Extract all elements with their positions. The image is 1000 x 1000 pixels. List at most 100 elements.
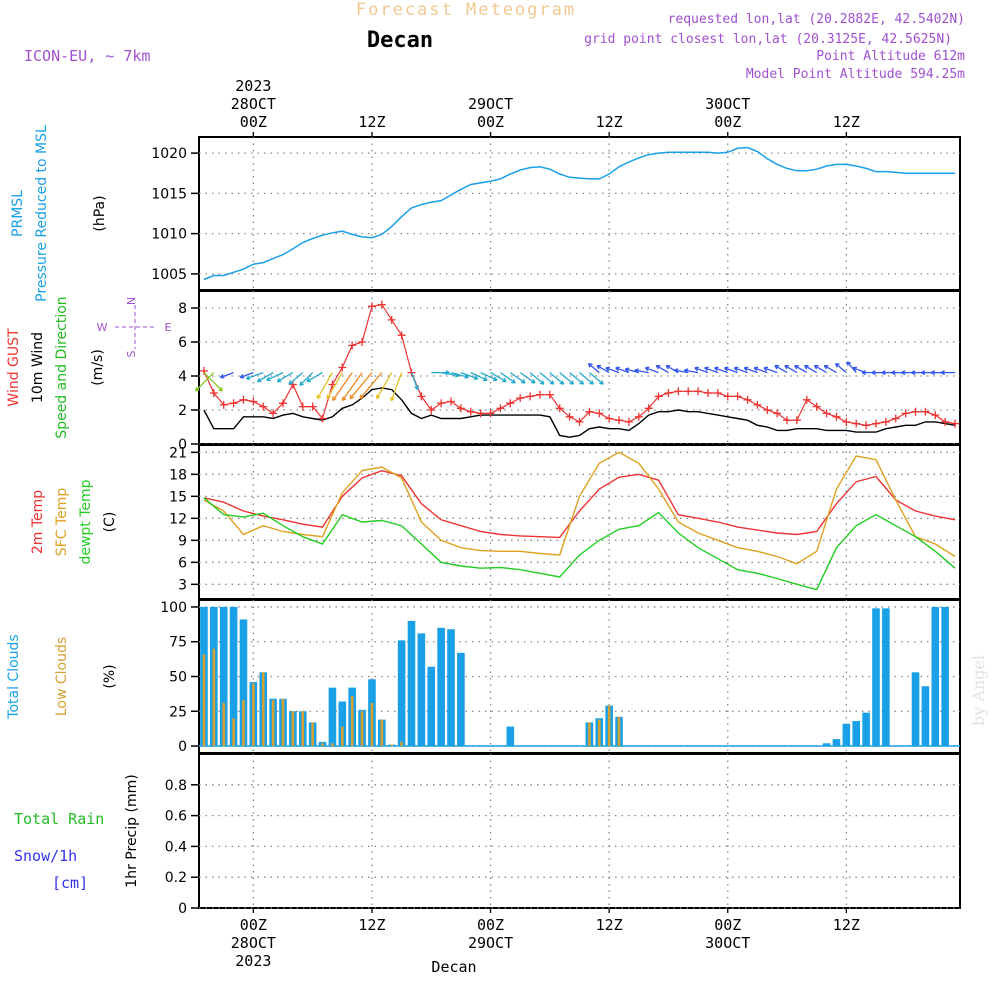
y-tick-label: 2 <box>178 403 187 419</box>
header: Forecast Meteogram Decan ICON-EU, ~ 7km … <box>24 0 988 976</box>
y-tick-label: 25 <box>169 704 187 720</box>
wind-direction-arrow <box>500 372 516 384</box>
gust-marker <box>664 389 673 397</box>
wind-arrow-head <box>473 375 479 381</box>
wind-direction-arrow <box>316 372 333 399</box>
wind-arrow-head <box>683 368 689 374</box>
wind-direction-arrow <box>326 372 343 399</box>
wind-speed-line <box>203 387 956 438</box>
wind-direction-arrow <box>605 367 620 374</box>
total-cloud-bar <box>338 701 347 747</box>
gust-marker <box>506 399 515 408</box>
axis-label: (m/s) <box>90 349 106 386</box>
wind-direction-arrow <box>376 372 393 399</box>
total-cloud-bar <box>931 606 940 747</box>
time-label: 28OCT <box>231 95 276 113</box>
wind-arrow-head <box>376 394 381 400</box>
gust-marker <box>387 315 396 324</box>
low-cloud-bar <box>380 719 384 747</box>
wind-direction-arrow <box>569 372 584 385</box>
gust-marker <box>259 402 268 411</box>
total-cloud-bar <box>427 666 436 747</box>
wind-arrow-head <box>674 368 679 374</box>
y-tick-label: 1010 <box>151 227 187 243</box>
wind-direction-arrow <box>714 367 728 374</box>
axis-label: 2m Temp <box>30 490 46 554</box>
gust-marker <box>743 395 752 404</box>
wind-arrow-head <box>587 362 593 368</box>
wind-direction-arrow <box>359 372 383 400</box>
gust-marker <box>931 411 940 420</box>
wind-arrow-head <box>891 370 896 376</box>
wind-direction-arrow <box>470 372 488 381</box>
wind-arrow-head <box>901 370 906 376</box>
wind-arrow-head <box>539 380 545 385</box>
y-tick-label: 0.2 <box>165 870 187 886</box>
panel-temperature: 3 6 9 12 15 18 21 2m Temp SFC Temp dewpt Temp (C) <box>30 444 961 600</box>
wind-arrow-head <box>306 377 311 383</box>
wind-direction-arrow <box>450 371 469 378</box>
pressure-line <box>203 146 956 281</box>
wind-arrow-head <box>483 376 488 382</box>
gust-marker <box>545 390 554 399</box>
wind-arrow-head <box>326 394 332 400</box>
gust-marker <box>753 400 762 409</box>
time-label: 12Z <box>833 113 860 131</box>
low-cloud-bar <box>271 700 275 747</box>
wind-direction-arrow <box>460 371 479 380</box>
wind-arrow-head <box>930 370 935 376</box>
wind-arrow-head <box>599 380 604 385</box>
wind-arrow-head <box>823 364 829 370</box>
time-label: 00Z <box>240 113 267 131</box>
wind-direction-arrow <box>588 372 604 385</box>
gust-marker <box>348 341 357 350</box>
y-tick-label: 0.4 <box>165 839 187 855</box>
gust-marker <box>842 417 851 426</box>
gust-marker <box>644 404 653 413</box>
wind-arrow-head <box>549 380 555 385</box>
wind-direction-arrow <box>734 367 748 374</box>
low-cloud-bar <box>311 722 314 747</box>
wind-direction-arrow <box>559 372 574 385</box>
y-tick-label: 6 <box>178 555 187 571</box>
gust-marker <box>466 407 475 416</box>
axis-label: dewpt Temp <box>78 479 94 564</box>
gust-marker <box>367 302 376 311</box>
wind-arrow-head <box>694 366 699 372</box>
low-cloud-bar <box>202 654 206 747</box>
time-label: 12Z <box>833 916 860 934</box>
panel-frame <box>198 599 961 754</box>
wind-arrow-head <box>276 377 282 383</box>
wind-arrow-head <box>813 364 819 370</box>
wind-direction-arrow <box>257 372 274 383</box>
low-cloud-bar <box>242 700 245 747</box>
wind-arrow-head <box>559 380 565 385</box>
time-label: 2023 <box>235 952 271 970</box>
panel-wind: 0 2 4 6 8 Wind GUST 10m Wind Speed and Directio… <box>6 290 961 453</box>
axis-label: PRMSL <box>10 190 26 237</box>
snow-label: Snow/1h <box>14 847 77 865</box>
wind-direction-arrow <box>794 365 808 374</box>
wind-direction-arrow <box>724 367 738 374</box>
wind-arrow-head <box>239 373 245 379</box>
time-label: 00Z <box>240 916 267 934</box>
y-tick-label: 0.6 <box>165 809 187 825</box>
y-tick-label: 50 <box>169 670 187 686</box>
wind-arrow-head <box>733 366 739 372</box>
wind-direction-arrow <box>634 369 649 374</box>
low-cloud-bar <box>212 648 216 747</box>
wind-arrow-head <box>359 394 364 400</box>
wind-direction-arrow <box>846 361 857 374</box>
gust-marker <box>555 404 564 413</box>
wind-arrow-head <box>920 370 926 376</box>
y-tick-label: 0 <box>178 901 187 917</box>
gust-marker <box>723 392 732 401</box>
low-cloud-bar <box>232 718 235 747</box>
panel-frame <box>198 753 961 909</box>
wind-arrow-head <box>763 366 769 372</box>
total-cloud-bar <box>832 739 841 747</box>
low-cloud-bar <box>607 705 611 747</box>
gridpoint-coords: grid point closest lon,lat (20.3125E, 42… <box>584 32 952 47</box>
wind-direction-arrow <box>763 367 778 374</box>
wind-arrow-head <box>804 364 809 370</box>
